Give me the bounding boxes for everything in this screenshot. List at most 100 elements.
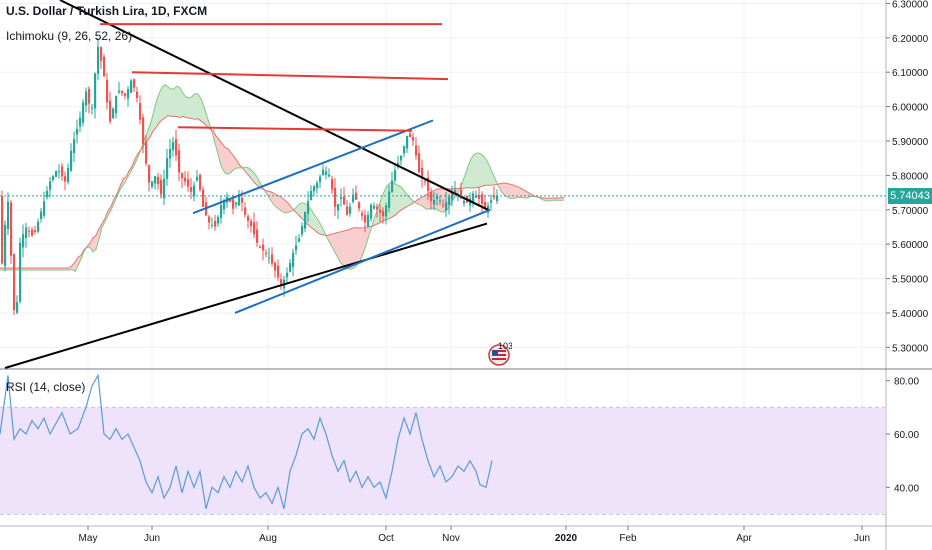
cloud-segment bbox=[420, 196, 423, 207]
candle-body bbox=[244, 207, 247, 215]
candle-body bbox=[361, 212, 364, 216]
cloud-segment bbox=[162, 84, 165, 120]
candle-body bbox=[34, 230, 37, 233]
x-tick-label: May bbox=[79, 533, 98, 544]
x-tick-label: Oct bbox=[378, 533, 394, 544]
channel-upper-line[interactable] bbox=[192, 119, 434, 215]
x-tick-label: Jun bbox=[144, 533, 160, 544]
cloud-segment bbox=[318, 219, 321, 235]
y-tick-label: 5.70000 bbox=[892, 206, 929, 217]
cloud-segment bbox=[198, 94, 201, 122]
cloud-segment bbox=[507, 183, 510, 199]
candle-body bbox=[64, 176, 67, 182]
cloud-segment bbox=[330, 233, 333, 249]
candle-body bbox=[424, 181, 427, 183]
candle-body bbox=[55, 171, 58, 177]
candle-body bbox=[427, 177, 430, 191]
candle-body bbox=[196, 176, 199, 181]
chart-title[interactable]: U.S. Dollar / Turkish Lira, 1D, FXCM bbox=[6, 4, 208, 18]
candle-body bbox=[31, 229, 34, 236]
candle-body bbox=[217, 216, 220, 224]
candle-body bbox=[457, 193, 460, 195]
event-marker-icon[interactable]: 103 bbox=[486, 341, 512, 367]
candle-body bbox=[316, 182, 319, 189]
candle-body bbox=[328, 174, 331, 177]
candle-body bbox=[181, 173, 184, 179]
x-tick-label: Aug bbox=[259, 533, 277, 544]
rsi-line bbox=[0, 373, 493, 509]
candle-body bbox=[442, 204, 445, 206]
candle-body bbox=[235, 202, 238, 205]
cloud-segment bbox=[411, 198, 414, 205]
candle-body bbox=[262, 244, 265, 251]
cloud-segment bbox=[234, 156, 237, 170]
cloud-segment bbox=[255, 174, 258, 186]
resistance-line[interactable] bbox=[177, 126, 413, 132]
rsi-legend[interactable]: RSI (14, close) bbox=[6, 380, 86, 394]
cloud-segment bbox=[189, 96, 192, 119]
candle-body bbox=[10, 202, 13, 256]
cloud-segment bbox=[423, 195, 426, 209]
candle-body bbox=[115, 95, 118, 114]
candle-body bbox=[97, 47, 100, 74]
ichimoku-legend[interactable]: Ichimoku (9, 26, 52, 26) bbox=[6, 29, 133, 43]
candle-body bbox=[430, 191, 433, 202]
candle-body bbox=[133, 79, 136, 88]
candle-body bbox=[352, 194, 355, 203]
candle-body bbox=[277, 265, 280, 278]
candle-body bbox=[259, 247, 262, 249]
candle-body bbox=[307, 201, 310, 214]
candle-body bbox=[379, 209, 382, 213]
candle-body bbox=[163, 178, 166, 199]
candle-body bbox=[190, 187, 193, 192]
cloud-segment bbox=[165, 84, 168, 119]
cloud-segment bbox=[480, 153, 483, 187]
cloud-segment bbox=[171, 88, 174, 117]
cloud-segment bbox=[399, 185, 402, 212]
cloud-segment bbox=[474, 152, 477, 188]
cloud-segment bbox=[492, 171, 495, 186]
candle-body bbox=[13, 254, 16, 310]
cloud-segment bbox=[363, 227, 366, 254]
y-tick-label: 6.10000 bbox=[892, 68, 929, 79]
rsi-tick-label: 40.00 bbox=[894, 483, 919, 494]
candle-body bbox=[175, 139, 178, 156]
support-trendline[interactable] bbox=[4, 222, 488, 369]
y-tick-label: 5.30000 bbox=[892, 343, 929, 354]
candle-body bbox=[292, 252, 295, 267]
candle-body bbox=[193, 185, 196, 197]
cloud-segment bbox=[519, 187, 522, 198]
cloud-segment bbox=[468, 158, 471, 188]
candle-body bbox=[409, 133, 412, 137]
cloud-segment bbox=[174, 86, 177, 117]
resistance-line[interactable] bbox=[131, 71, 449, 81]
candle-body bbox=[7, 201, 10, 230]
cloud-segment bbox=[246, 167, 249, 176]
event-marker-label: 103 bbox=[498, 341, 512, 351]
candle-body bbox=[127, 89, 130, 99]
candle-body bbox=[376, 206, 379, 210]
candle-body bbox=[223, 200, 226, 210]
rsi-tick-label: 80.00 bbox=[894, 377, 919, 388]
candle-body bbox=[406, 135, 409, 149]
falling-trendline[interactable] bbox=[59, 0, 489, 211]
cloud-segment bbox=[222, 143, 225, 174]
cloud-segment bbox=[489, 164, 492, 186]
candle-body bbox=[496, 196, 499, 202]
price-grid bbox=[0, 0, 885, 368]
cloud-segment bbox=[360, 227, 363, 261]
candle-body bbox=[43, 201, 46, 216]
channel-lower-line[interactable] bbox=[234, 208, 491, 314]
candle-body bbox=[70, 150, 73, 171]
cloud-segment bbox=[285, 200, 288, 213]
candle-body bbox=[130, 80, 133, 93]
candle-body bbox=[100, 47, 103, 61]
candle-body bbox=[250, 221, 253, 227]
cloud-segment bbox=[249, 168, 252, 180]
candle-body bbox=[208, 216, 211, 223]
cloud-segment bbox=[75, 257, 78, 272]
candle-body bbox=[253, 222, 256, 235]
candle-body bbox=[400, 155, 403, 161]
rsi-line-path bbox=[0, 373, 493, 509]
cloud-segment bbox=[228, 148, 231, 175]
